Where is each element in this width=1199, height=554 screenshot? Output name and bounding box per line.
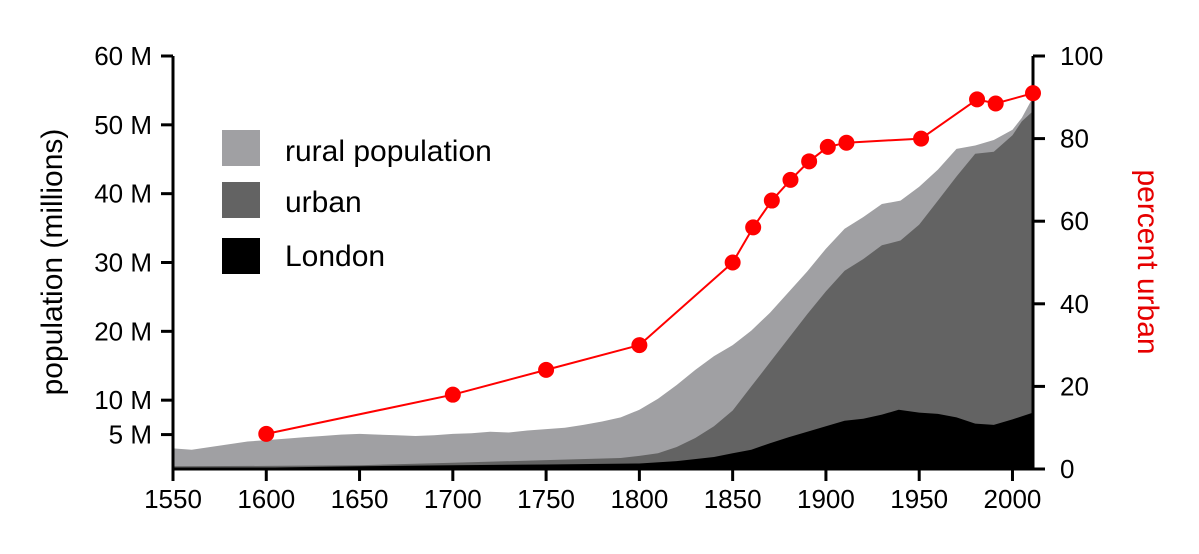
y-tick-label-60: 60 M <box>94 41 152 71</box>
y-tick-label-40: 40 M <box>94 179 152 209</box>
x-tick-label-1700: 1700 <box>424 484 482 514</box>
percent-point-1891 <box>801 153 818 170</box>
percent-point-1700 <box>444 386 461 403</box>
y2-tick-label-20: 20 <box>1060 371 1089 401</box>
x-tick-label-1550: 1550 <box>144 484 202 514</box>
y2-axis-title: percent urban <box>1131 169 1164 354</box>
legend-swatch-london <box>222 238 260 274</box>
legend-swatch-urban <box>222 182 260 218</box>
y-tick-label-20: 20 M <box>94 316 152 346</box>
x-tick-label-1850: 1850 <box>704 484 762 514</box>
y-axis-title: population (millions) <box>36 129 69 396</box>
percent-point-1800 <box>631 337 648 354</box>
axes-layer: 1550 1600 1650 1700 1750 1800 1850 1900 1950 2000… <box>94 41 1103 514</box>
legend-label-urban: urban <box>285 186 362 219</box>
area-london <box>173 409 1033 469</box>
percent-urban-layer <box>258 85 1041 442</box>
percent-point-1911 <box>838 134 855 151</box>
y-tick-label-5: 5 M <box>109 420 152 450</box>
x-tick-label-1600: 1600 <box>237 484 295 514</box>
legend-label-london: London <box>285 240 385 273</box>
area-layer <box>173 97 1033 470</box>
percent-point-1881 <box>782 171 799 188</box>
percent-point-1951 <box>913 130 930 147</box>
x-tick-label-1750: 1750 <box>517 484 575 514</box>
legend-label-rural: rural population <box>285 135 492 168</box>
y-tick-label-30: 30 M <box>94 248 152 278</box>
percent-point-1600 <box>258 425 275 442</box>
percent-point-2011 <box>1025 85 1041 102</box>
legend-swatch-rural <box>222 130 260 166</box>
y-tick-label-50: 50 M <box>94 110 152 140</box>
x-tick-label-1900: 1900 <box>797 484 855 514</box>
y2-tick-label-100: 100 <box>1060 41 1103 71</box>
x-tick-label-2000: 2000 <box>984 484 1042 514</box>
percent-point-1981 <box>969 91 986 108</box>
percent-point-1750 <box>538 361 555 378</box>
x-tick-label-1950: 1950 <box>890 484 948 514</box>
area-urban <box>173 111 1033 469</box>
y2-tick-label-40: 40 <box>1060 289 1089 319</box>
y-tick-label-10: 10 M <box>94 385 152 415</box>
percent-point-1861 <box>745 219 762 236</box>
percent-point-1901 <box>819 138 836 155</box>
percent-point-1850 <box>724 254 741 271</box>
y2-tick-label-0: 0 <box>1060 454 1074 484</box>
legend: rural population urban London <box>222 130 492 274</box>
x-tick-label-1800: 1800 <box>610 484 668 514</box>
y2-tick-label-60: 60 <box>1060 206 1089 236</box>
x-tick-label-1650: 1650 <box>331 484 389 514</box>
percent-point-1991 <box>987 95 1004 112</box>
y2-tick-label-80: 80 <box>1060 124 1089 154</box>
percent-point-1871 <box>763 192 780 209</box>
